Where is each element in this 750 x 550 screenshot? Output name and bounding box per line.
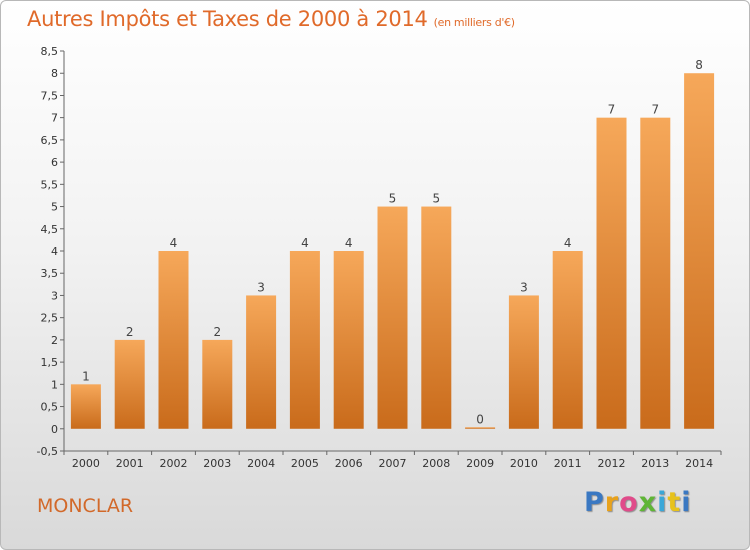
unit-note: (en milliers d'€) [433, 16, 515, 29]
x-tick-label: 2007 [379, 457, 407, 470]
x-tick-label: 2014 [685, 457, 713, 470]
y-tick-label: 5 [51, 201, 58, 214]
bar-2002 [158, 251, 189, 429]
y-tick-label: 6,5 [41, 134, 59, 147]
value-label: 5 [432, 192, 440, 206]
bar-2001 [114, 339, 145, 429]
bar-2003 [202, 339, 233, 429]
x-tick-label: 2003 [203, 457, 231, 470]
bar-2008 [421, 206, 452, 429]
value-label: 7 [608, 103, 616, 117]
y-tick-label: 0,5 [41, 401, 59, 414]
proxiti-logo: Proxiti [584, 487, 692, 518]
value-label: 4 [301, 236, 309, 250]
chart-title: Autres Impôts et Taxes de 2000 à 2014 (en… [27, 7, 515, 31]
value-label: 4 [170, 236, 178, 250]
bar-2004 [246, 295, 277, 429]
y-tick-label: 5,5 [41, 178, 59, 191]
bar-2014 [684, 73, 715, 429]
x-tick-label: 2006 [335, 457, 363, 470]
y-tick-label: 0 [51, 423, 58, 436]
bar-2007 [377, 206, 408, 429]
bar-2011 [552, 251, 583, 429]
x-tick-label: 2013 [641, 457, 669, 470]
chart-title-text: Autres Impôts et Taxes de 2000 à 2014 [27, 7, 428, 31]
x-tick-label: 2002 [160, 457, 188, 470]
value-label: 2 [126, 325, 134, 339]
bar-2006 [333, 251, 364, 429]
y-tick-label: 1,5 [41, 356, 59, 369]
bar-2010 [508, 295, 539, 429]
y-tick-label: 7 [51, 112, 58, 125]
y-tick-label: 8,5 [41, 45, 59, 58]
y-tick-label: 2 [51, 334, 58, 347]
axes: -0,5 0 0,5 1 1,5 2 2,5 3 3,5 4 4,5 5 5,5 6 6,5 7 7,5 8 8,5… [37, 45, 722, 470]
value-label: 1 [82, 369, 90, 383]
value-label: 7 [651, 103, 659, 117]
y-tick-label: 3,5 [41, 267, 59, 280]
x-tick-label: 2000 [72, 457, 100, 470]
x-tick-label: 2011 [554, 457, 582, 470]
x-tick-label: 2005 [291, 457, 319, 470]
y-tick-label: 4 [51, 245, 58, 258]
value-label: 2 [213, 325, 221, 339]
x-tick-label: 2008 [422, 457, 450, 470]
value-label: 3 [520, 280, 528, 294]
bar-2009 [465, 427, 496, 429]
x-tick-label: 2009 [466, 457, 494, 470]
value-labels: 1 2 4 2 3 4 4 5 5 0 3 4 7 7 8 [82, 58, 703, 426]
y-tick-label: 6 [51, 156, 58, 169]
bar-2000 [70, 384, 101, 429]
x-tick-label: 2012 [598, 457, 626, 470]
bar-2005 [289, 251, 320, 429]
value-label: 4 [564, 236, 572, 250]
y-tick-label: 2,5 [41, 312, 59, 325]
value-label: 0 [476, 412, 484, 426]
bar-2013 [640, 117, 671, 429]
bars [70, 73, 715, 429]
value-label: 5 [389, 192, 397, 206]
y-tick-label: 3 [51, 289, 58, 302]
y-tick-label: 1 [51, 378, 58, 391]
y-tick-label: 7,5 [41, 89, 59, 102]
value-label: 4 [345, 236, 353, 250]
y-tick-label: -0,5 [37, 445, 58, 458]
bar-2012 [596, 117, 627, 429]
x-tick-label: 2010 [510, 457, 538, 470]
y-tick-label: 4,5 [41, 223, 59, 236]
y-tick-label: 8 [51, 67, 58, 80]
value-label: 8 [695, 58, 703, 72]
commune-name: MONCLAR [37, 495, 134, 517]
x-tick-label: 2001 [116, 457, 144, 470]
value-label: 3 [257, 280, 265, 294]
x-tick-label: 2004 [247, 457, 275, 470]
